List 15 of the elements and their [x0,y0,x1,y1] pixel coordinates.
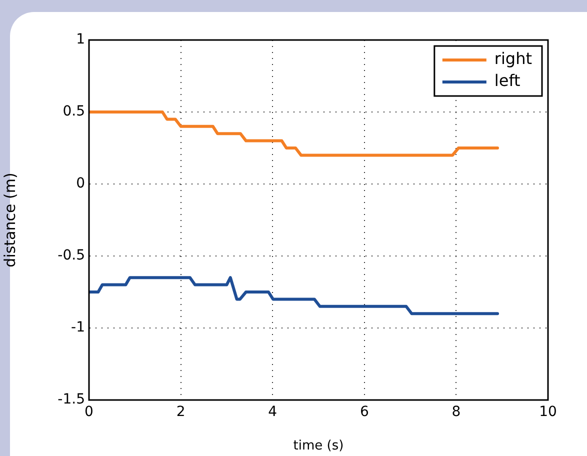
x-tick-label: 6 [360,404,369,420]
x-axis-title: time (s) [293,438,344,454]
x-tick-label: 10 [539,404,557,420]
x-tick-label: 4 [268,404,278,420]
legend-label: left [494,71,520,90]
y-tick-label: -1 [71,320,85,336]
y-tick-label: 1 [76,32,85,48]
x-tick-label: 2 [176,404,186,420]
y-tick-label: -1.5 [58,392,85,408]
y-axis-title: distance (m) [0,172,19,268]
y-tick-label: -0.5 [58,248,85,264]
x-tick-label: 8 [452,404,461,420]
y-tick-label: 0.5 [62,104,85,120]
y-tick-label: 0 [76,176,85,192]
legend-label: right [494,49,532,68]
